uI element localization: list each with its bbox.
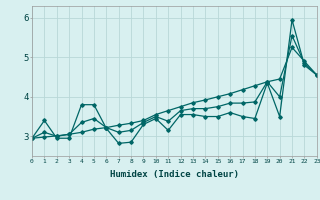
X-axis label: Humidex (Indice chaleur): Humidex (Indice chaleur) (110, 170, 239, 179)
